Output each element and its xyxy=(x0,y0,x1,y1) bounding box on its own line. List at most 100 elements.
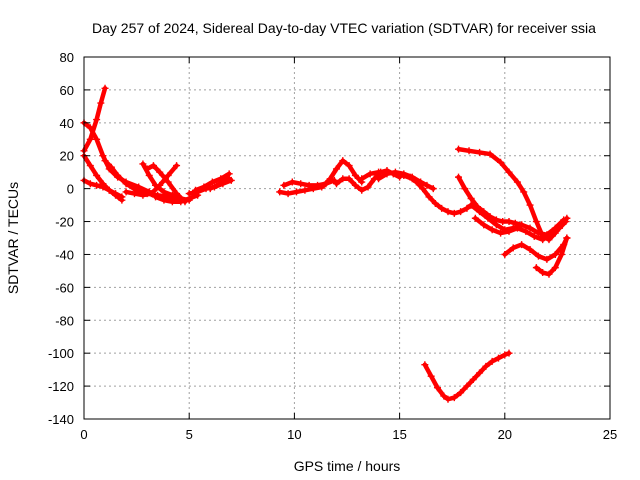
data-point-marker xyxy=(93,116,101,124)
data-point-marker xyxy=(480,221,488,229)
data-point-marker xyxy=(526,224,534,232)
data-point-marker xyxy=(297,180,305,188)
data-point-marker xyxy=(225,175,233,183)
data-point-marker xyxy=(501,250,509,258)
series-trace xyxy=(207,176,232,191)
data-point-marker xyxy=(219,178,227,186)
data-point-marker xyxy=(339,157,347,165)
series-trace xyxy=(81,120,152,195)
data-point-marker xyxy=(305,181,313,189)
series-trace xyxy=(534,235,570,277)
data-point-marker xyxy=(185,190,193,198)
data-point-marker xyxy=(173,190,181,198)
data-point-marker xyxy=(450,394,458,402)
data-point-marker xyxy=(213,181,221,189)
data-point-marker xyxy=(450,209,458,217)
data-point-marker xyxy=(345,175,353,183)
y-tick-label: -60 xyxy=(55,280,74,295)
data-point-marker xyxy=(93,181,101,189)
data-point-marker xyxy=(539,269,547,277)
data-point-marker xyxy=(467,201,475,209)
data-point-marker xyxy=(455,145,463,153)
data-series xyxy=(406,173,475,217)
data-point-marker xyxy=(400,170,408,178)
data-point-marker xyxy=(421,361,429,369)
data-point-marker xyxy=(501,351,509,359)
data-point-marker xyxy=(545,270,553,278)
data-point-marker xyxy=(320,181,328,189)
data-point-marker xyxy=(412,178,420,186)
data-point-marker xyxy=(467,195,475,203)
data-point-marker xyxy=(391,168,399,176)
data-point-marker xyxy=(476,369,484,377)
data-point-marker xyxy=(200,183,208,191)
x-axis-label: GPS time / hours xyxy=(294,458,401,474)
x-tick-label: 5 xyxy=(186,427,193,442)
data-point-marker xyxy=(164,178,172,186)
data-point-marker xyxy=(461,185,469,193)
data-point-marker xyxy=(152,181,160,189)
data-point-marker xyxy=(522,227,530,235)
y-tick-label: 40 xyxy=(60,116,74,131)
data-series xyxy=(532,234,571,278)
plot-frame xyxy=(83,56,611,420)
data-point-marker xyxy=(164,171,172,179)
data-point-marker xyxy=(332,165,340,173)
data-point-marker xyxy=(518,241,526,249)
data-point-marker xyxy=(86,135,94,143)
data-point-marker xyxy=(534,252,542,260)
x-tick-label: 25 xyxy=(603,427,617,442)
data-point-marker xyxy=(539,232,547,240)
data-point-marker xyxy=(425,193,433,201)
data-point-marker xyxy=(301,186,309,194)
data-point-marker xyxy=(476,208,484,216)
data-point-marker xyxy=(494,354,502,362)
data-point-marker xyxy=(499,218,507,226)
data-point-marker xyxy=(444,208,452,216)
data-point-marker xyxy=(419,185,427,193)
data-point-marker xyxy=(438,204,446,212)
data-point-marker xyxy=(99,152,107,160)
data-point-marker xyxy=(513,224,521,232)
data-point-marker xyxy=(351,171,359,179)
y-tick-label: 20 xyxy=(60,149,74,164)
data-point-marker xyxy=(101,157,109,165)
data-point-marker xyxy=(551,229,559,237)
data-point-marker xyxy=(118,196,126,204)
data-point-marker xyxy=(463,382,471,390)
data-point-marker xyxy=(160,196,168,204)
data-point-marker xyxy=(86,162,94,170)
y-tick-label: -140 xyxy=(48,412,74,427)
data-point-marker xyxy=(105,186,113,194)
y-tick-label: -120 xyxy=(48,379,74,394)
series-trace xyxy=(422,350,512,402)
data-point-marker xyxy=(364,183,372,191)
data-point-marker xyxy=(276,188,284,196)
data-point-marker xyxy=(563,234,571,242)
data-point-marker xyxy=(173,162,181,170)
data-point-marker xyxy=(492,221,500,229)
data-point-marker xyxy=(526,201,534,209)
data-point-marker xyxy=(93,171,101,179)
data-point-marker xyxy=(326,175,334,183)
data-point-marker xyxy=(143,165,151,173)
data-point-marker xyxy=(476,148,484,156)
data-point-marker xyxy=(532,218,540,226)
data-point-marker xyxy=(455,173,463,181)
tick-layer: 0 5 10 15 20 25 -140 -120 -100 -80 -60 -40 -20 0 20 40 6… xyxy=(48,50,617,442)
data-point-marker xyxy=(558,250,566,258)
data-point-marker xyxy=(168,191,176,199)
data-point-marker xyxy=(139,160,147,168)
data-point-marker xyxy=(130,190,138,198)
data-point-marker xyxy=(433,384,441,392)
y-axis-label: SDTVAR / TECUs xyxy=(5,182,21,294)
data-point-marker xyxy=(145,171,153,179)
data-point-marker xyxy=(383,170,391,178)
data-point-marker xyxy=(444,395,452,403)
data-point-marker xyxy=(139,191,147,199)
data-point-marker xyxy=(208,178,216,186)
data-series xyxy=(80,84,109,155)
x-tick-label: 20 xyxy=(498,427,512,442)
data-point-marker xyxy=(482,362,490,370)
